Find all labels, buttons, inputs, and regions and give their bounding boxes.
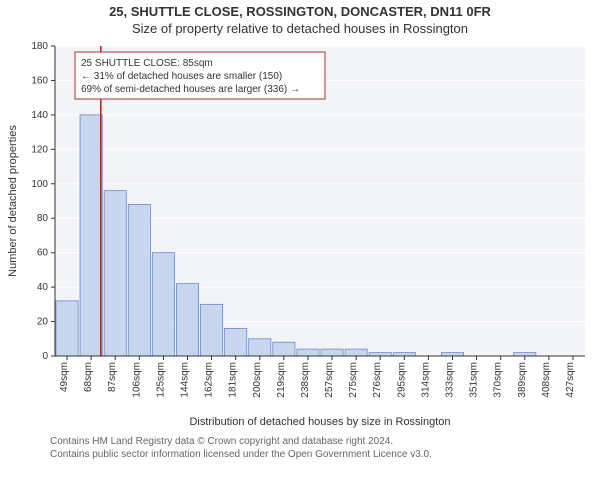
svg-text:140: 140 — [31, 110, 48, 121]
svg-text:160: 160 — [31, 75, 48, 86]
svg-text:125sqm: 125sqm — [155, 362, 166, 398]
footer-line-1: Contains HM Land Registry data © Crown c… — [50, 435, 590, 448]
svg-text:69% of semi-detached houses ar: 69% of semi-detached houses are larger (… — [81, 84, 300, 95]
svg-text:25 SHUTTLE CLOSE: 85sqm: 25 SHUTTLE CLOSE: 85sqm — [81, 58, 213, 69]
svg-text:87sqm: 87sqm — [107, 362, 118, 392]
svg-text:200sqm: 200sqm — [252, 362, 263, 398]
svg-text:295sqm: 295sqm — [396, 362, 407, 398]
svg-text:180: 180 — [31, 41, 48, 52]
svg-text:40: 40 — [37, 282, 49, 293]
title-block: 25, SHUTTLE CLOSE, ROSSINGTON, DONCASTER… — [0, 0, 600, 36]
histogram-chart: 0 20 40 60 80 100 120 140 160 180 49sqm 68sqm 87sqm 1… — [0, 36, 600, 431]
footer-line-2: Contains public sector information licen… — [50, 448, 590, 461]
svg-text:120: 120 — [31, 144, 48, 155]
svg-text:427sqm: 427sqm — [565, 362, 576, 398]
attribution-footer: Contains HM Land Registry data © Crown c… — [0, 431, 600, 461]
svg-text:80: 80 — [37, 213, 49, 224]
page-title: 25, SHUTTLE CLOSE, ROSSINGTON, DONCASTER… — [0, 4, 600, 19]
svg-text:181sqm: 181sqm — [228, 362, 239, 398]
svg-text:219sqm: 219sqm — [276, 362, 287, 398]
svg-text:238sqm: 238sqm — [300, 362, 311, 398]
svg-text:Number of detached properties: Number of detached properties — [7, 125, 19, 277]
svg-text:60: 60 — [37, 248, 49, 259]
page-subtitle: Size of property relative to detached ho… — [0, 21, 600, 36]
svg-text:0: 0 — [42, 351, 48, 362]
svg-text:314sqm: 314sqm — [420, 362, 431, 398]
svg-text:Distribution of detached house: Distribution of detached houses by size … — [189, 416, 450, 428]
svg-text:351sqm: 351sqm — [469, 362, 480, 398]
svg-text:144sqm: 144sqm — [180, 362, 191, 398]
svg-text:333sqm: 333sqm — [445, 362, 456, 398]
svg-text:275sqm: 275sqm — [348, 362, 359, 398]
svg-text:408sqm: 408sqm — [541, 362, 552, 398]
svg-text:257sqm: 257sqm — [324, 362, 335, 398]
svg-text:276sqm: 276sqm — [372, 362, 383, 398]
svg-text:370sqm: 370sqm — [493, 362, 504, 398]
svg-text:← 31% of detached houses are s: ← 31% of detached houses are smaller (15… — [81, 71, 282, 82]
svg-text:49sqm: 49sqm — [59, 362, 70, 392]
svg-text:106sqm: 106sqm — [131, 362, 142, 398]
svg-text:389sqm: 389sqm — [517, 362, 528, 398]
svg-text:20: 20 — [37, 317, 49, 328]
svg-text:68sqm: 68sqm — [83, 362, 94, 392]
svg-text:162sqm: 162sqm — [204, 362, 215, 398]
svg-text:100: 100 — [31, 179, 48, 190]
